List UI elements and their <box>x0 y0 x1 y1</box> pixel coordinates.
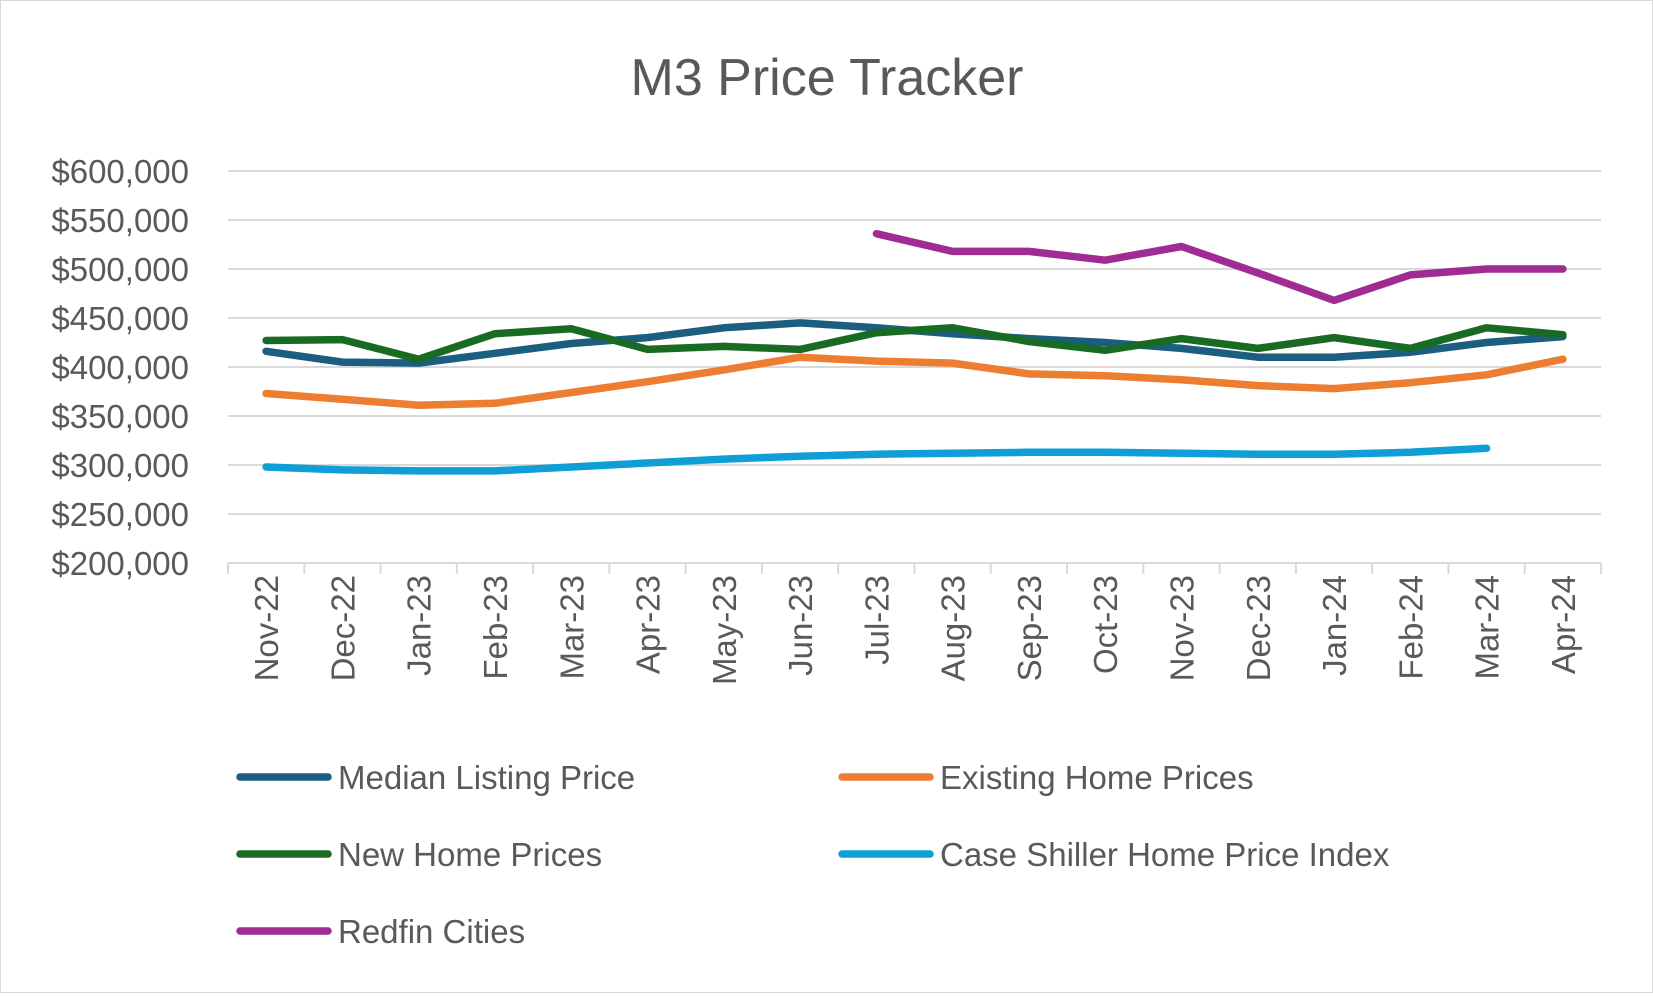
x-tick-label: Mar-24 <box>1469 575 1506 680</box>
x-tick-label: Dec-23 <box>1240 575 1277 681</box>
series-line-4 <box>872 229 1567 305</box>
x-tick-label: Sep-23 <box>1011 575 1048 681</box>
x-axis: Nov-22 Dec-22 Jan-23 Feb-23 Mar-23 Apr-23 May-… <box>227 562 1602 685</box>
x-tick-label: Apr-23 <box>630 575 667 674</box>
y-tick-label: $400,000 <box>51 349 189 386</box>
x-tick-label: Aug-23 <box>935 575 972 681</box>
x-tick-label: May-23 <box>706 575 743 685</box>
x-tick-label: Jan-23 <box>401 575 438 676</box>
legend-label: Existing Home Prices <box>940 759 1254 796</box>
y-axis-ticks: $200,000 $250,000 $300,000 $350,000 $400,000… <box>51 153 189 582</box>
y-tick-label: $500,000 <box>51 251 189 288</box>
legend-label: Case Shiller Home Price Index <box>940 836 1390 873</box>
legend-label: New Home Prices <box>338 836 602 873</box>
y-tick-label: $600,000 <box>51 153 189 190</box>
x-tick-label: Dec-22 <box>324 575 361 681</box>
series-line-3 <box>262 444 1491 475</box>
y-tick-label: $550,000 <box>51 202 189 239</box>
y-tick-label: $250,000 <box>51 496 189 533</box>
x-tick-label: Feb-23 <box>477 575 514 680</box>
x-tick-label: Apr-24 <box>1545 575 1582 674</box>
x-tick-label: Mar-23 <box>553 575 590 680</box>
x-tick-label: Jun-23 <box>782 575 819 676</box>
legend: Median Listing Price Existing Home Prices… <box>236 759 1390 950</box>
y-tick-label: $300,000 <box>51 447 189 484</box>
x-tick-label: Feb-24 <box>1392 575 1429 680</box>
series-line-1 <box>262 353 1567 409</box>
legend-label: Redfin Cities <box>338 913 525 950</box>
legend-label: Median Listing Price <box>338 759 635 796</box>
x-tick-label: Nov-23 <box>1163 575 1200 681</box>
series-lines <box>262 229 1567 475</box>
x-tick-label: Oct-23 <box>1087 575 1124 674</box>
y-tick-label: $350,000 <box>51 398 189 435</box>
x-tick-label: Jan-24 <box>1316 575 1353 676</box>
series-line-2 <box>262 324 1567 363</box>
y-tick-label: $200,000 <box>51 545 189 582</box>
chart-title: M3 Price Tracker <box>631 49 1024 107</box>
gridlines <box>228 170 1601 515</box>
x-tick-label: Jul-23 <box>858 575 895 665</box>
x-tick-label: Nov-22 <box>248 575 285 681</box>
y-tick-label: $450,000 <box>51 300 189 337</box>
